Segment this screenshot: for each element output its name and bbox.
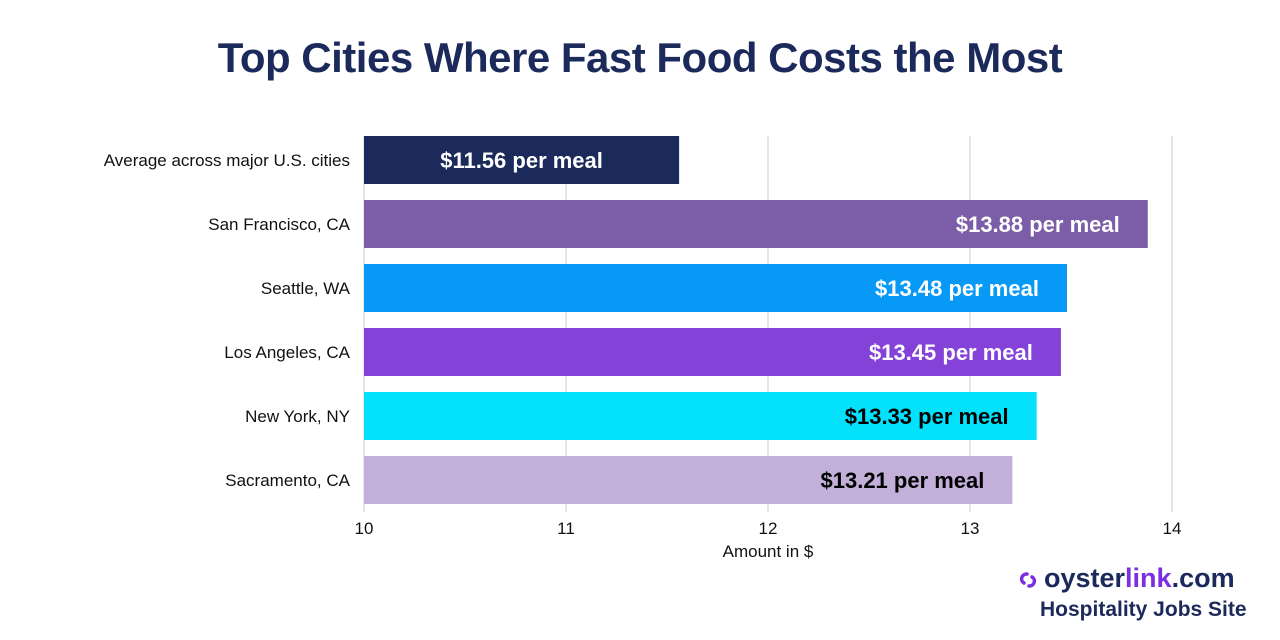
data-label: $11.56 per meal — [440, 148, 603, 173]
bar — [364, 456, 1013, 504]
tick-label: 10 — [355, 519, 374, 538]
logo-prefix: oyster — [1044, 562, 1126, 593]
data-label: $13.21 per meal — [821, 468, 985, 493]
logo-tagline: Hospitality Jobs Site — [1040, 598, 1247, 621]
tick-label: 14 — [1163, 519, 1182, 538]
bar — [364, 328, 1061, 376]
category-label: New York, NY — [245, 407, 350, 426]
oysterlink-logo-icon — [1018, 567, 1040, 589]
chart-title: Top Cities Where Fast Food Costs the Mos… — [217, 34, 1063, 81]
logo-wordmark: oyster link .com — [1018, 560, 1268, 596]
tick-label: 11 — [557, 519, 575, 538]
tick-label: 12 — [759, 519, 778, 538]
category-label: Average across major U.S. cities — [104, 151, 350, 170]
x-axis-title: Amount in $ — [723, 542, 814, 561]
category-label: Sacramento, CA — [225, 471, 350, 490]
data-label: $13.88 per meal — [956, 212, 1120, 237]
data-label: $13.45 per meal — [869, 340, 1033, 365]
bar — [364, 264, 1067, 312]
logo-suffix: .com — [1171, 562, 1235, 593]
brand-logo: oyster link .com Hospitality Jobs Site — [1018, 560, 1268, 630]
bar — [364, 200, 1148, 248]
data-label: $13.48 per meal — [875, 276, 1039, 301]
category-label: Los Angeles, CA — [224, 343, 350, 362]
category-label: Seattle, WA — [261, 279, 351, 298]
tick-label: 13 — [961, 519, 980, 538]
data-label: $13.33 per meal — [845, 404, 1009, 429]
category-label: San Francisco, CA — [208, 215, 350, 234]
bar — [364, 392, 1037, 440]
logo-highlight: link — [1125, 562, 1172, 593]
bar — [364, 136, 680, 184]
